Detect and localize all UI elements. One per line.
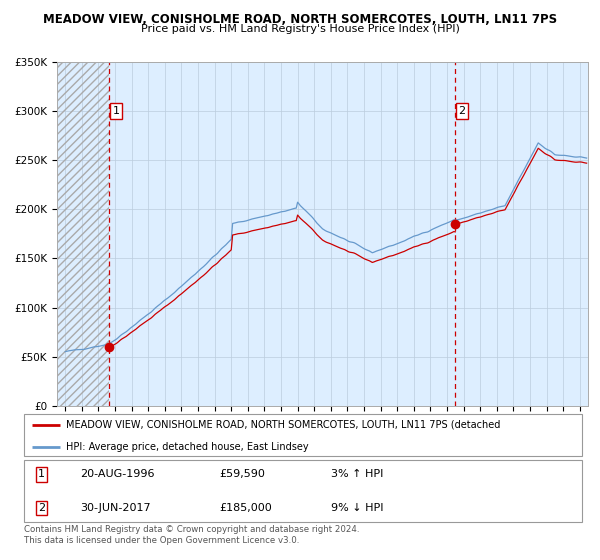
Text: 2: 2 (38, 503, 45, 513)
Text: Price paid vs. HM Land Registry's House Price Index (HPI): Price paid vs. HM Land Registry's House … (140, 24, 460, 34)
Text: £59,590: £59,590 (220, 469, 265, 479)
Text: 1: 1 (112, 106, 119, 116)
Text: £185,000: £185,000 (220, 503, 272, 513)
Text: HPI: Average price, detached house, East Lindsey: HPI: Average price, detached house, East… (66, 442, 308, 452)
Bar (57, 62, 109, 406)
Text: 2: 2 (458, 106, 466, 116)
FancyBboxPatch shape (24, 460, 582, 522)
Text: 3% ↑ HPI: 3% ↑ HPI (331, 469, 383, 479)
Text: 1: 1 (38, 469, 45, 479)
FancyBboxPatch shape (24, 414, 582, 456)
Text: 30-JUN-2017: 30-JUN-2017 (80, 503, 151, 513)
Text: MEADOW VIEW, CONISHOLME ROAD, NORTH SOMERCOTES, LOUTH, LN11 7PS (detached: MEADOW VIEW, CONISHOLME ROAD, NORTH SOME… (66, 420, 500, 430)
Text: MEADOW VIEW, CONISHOLME ROAD, NORTH SOMERCOTES, LOUTH, LN11 7PS: MEADOW VIEW, CONISHOLME ROAD, NORTH SOME… (43, 13, 557, 26)
Text: 20-AUG-1996: 20-AUG-1996 (80, 469, 154, 479)
Text: 9% ↓ HPI: 9% ↓ HPI (331, 503, 383, 513)
Text: Contains HM Land Registry data © Crown copyright and database right 2024.
This d: Contains HM Land Registry data © Crown c… (24, 525, 359, 545)
